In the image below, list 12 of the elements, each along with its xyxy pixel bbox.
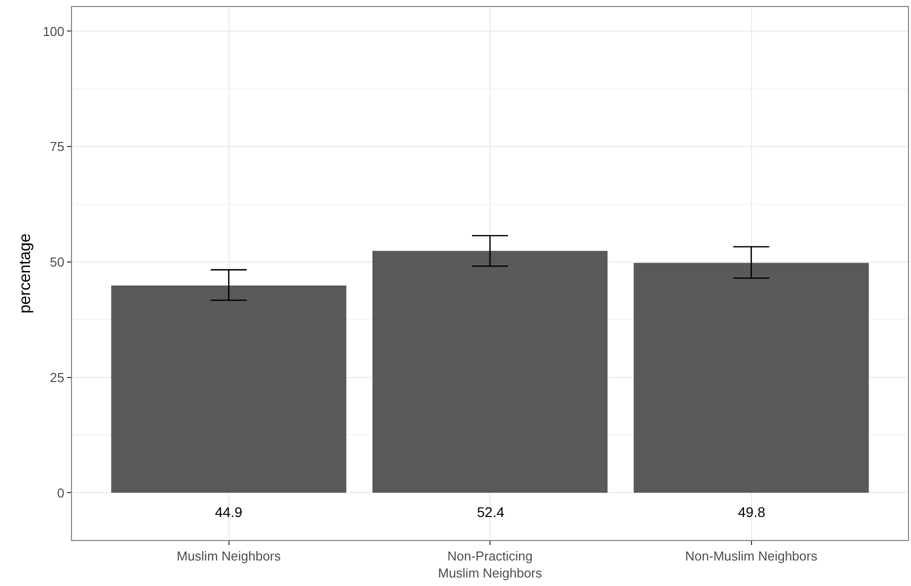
data-label: 44.9 xyxy=(215,504,242,520)
y-tick-label: 0 xyxy=(57,485,64,500)
x-tick-label: Muslim Neighbors xyxy=(176,548,282,564)
y-tick-label: 75 xyxy=(50,139,64,154)
x-tick-label: Non-Practicing Muslim Neighbors xyxy=(438,548,543,580)
y-tick-label: 25 xyxy=(50,370,64,385)
data-label: 52.4 xyxy=(477,504,504,520)
data-label: 49.8 xyxy=(738,504,766,520)
y-axis-title: percentage xyxy=(17,233,34,314)
x-tick-label: Non-Muslim Neighbors xyxy=(685,548,818,564)
y-tick-label: 100 xyxy=(42,24,64,39)
y-tick-label: 50 xyxy=(50,254,64,270)
